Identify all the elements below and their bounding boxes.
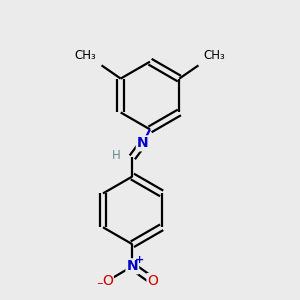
Text: CH₃: CH₃ <box>74 49 96 62</box>
Text: N: N <box>127 259 138 273</box>
Text: CH₃: CH₃ <box>204 49 226 62</box>
Text: ⁻: ⁻ <box>97 280 103 293</box>
Text: O: O <box>102 274 113 288</box>
Text: N: N <box>137 136 148 150</box>
Text: H: H <box>112 148 121 161</box>
Text: O: O <box>148 274 158 288</box>
Text: +: + <box>135 255 144 265</box>
